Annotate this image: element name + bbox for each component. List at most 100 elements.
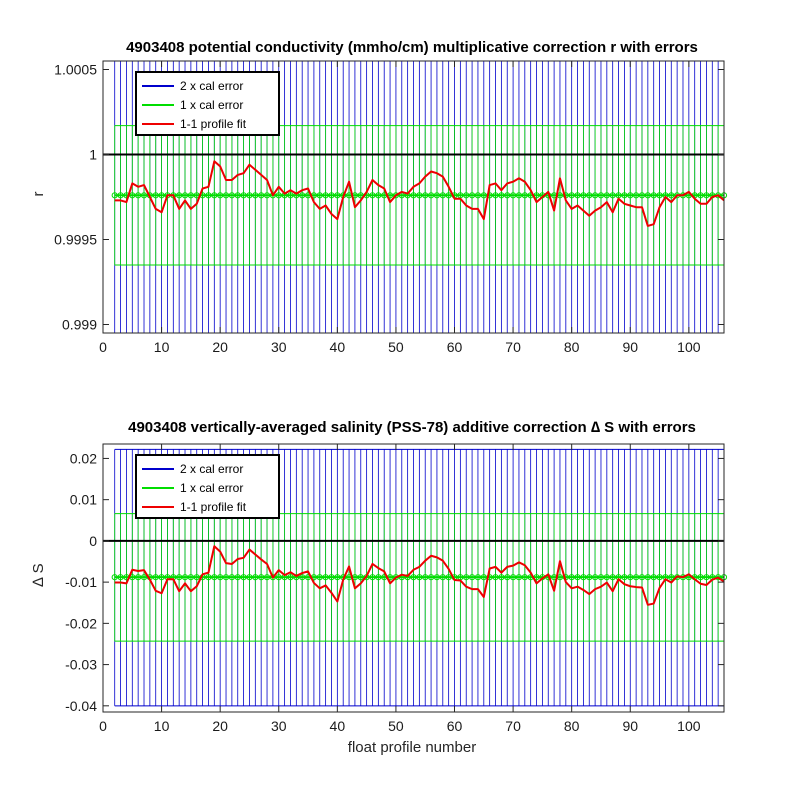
x-tick-label: 70 — [505, 339, 521, 355]
mean-marker — [621, 192, 628, 199]
legend-box — [135, 71, 280, 136]
mean-marker — [463, 192, 470, 199]
legend-label: 1-1 profile fit — [180, 500, 247, 514]
x-tick-label: 70 — [505, 718, 521, 734]
x-tick-label: 40 — [330, 718, 346, 734]
mean-marker — [480, 192, 487, 199]
mean-marker — [287, 192, 294, 199]
mean-marker — [422, 192, 429, 199]
mean-marker — [158, 192, 165, 199]
y-axis-label: ∆ S — [30, 563, 47, 586]
mean-marker — [152, 192, 159, 199]
mean-marker — [140, 192, 148, 199]
mean-marker — [498, 192, 505, 199]
mean-marker — [580, 574, 587, 581]
mean-marker — [427, 574, 435, 581]
mean-marker — [211, 192, 218, 199]
panel-title: 4903408 potential conductivity (mmho/cm)… — [126, 39, 698, 56]
mean-marker — [111, 192, 118, 199]
mean-marker — [509, 574, 517, 581]
y-tick-label: 1.0005 — [54, 62, 97, 78]
y-tick-label: -0.02 — [65, 615, 97, 631]
mean-marker — [111, 574, 118, 581]
mean-marker — [187, 574, 194, 581]
mean-marker — [568, 192, 575, 199]
mean-marker — [504, 192, 511, 199]
x-tick-label: 0 — [99, 339, 107, 355]
x-tick-label: 20 — [212, 718, 228, 734]
mean-marker — [521, 192, 528, 199]
profile-fit-line — [114, 160, 725, 227]
legend-label: 1 x cal error — [180, 98, 243, 112]
mean-marker — [252, 192, 259, 199]
mean-marker — [211, 574, 218, 581]
y-tick-label: 0.9995 — [54, 232, 97, 248]
mean-marker — [697, 192, 704, 199]
mean-marker — [627, 574, 634, 581]
mean-marker — [181, 192, 189, 199]
x-tick-label: 80 — [564, 339, 580, 355]
x-tick-label: 60 — [447, 718, 463, 734]
x-tick-label: 10 — [154, 339, 170, 355]
mean-marker — [597, 574, 605, 581]
mean-marker — [568, 574, 575, 581]
mean-marker — [322, 574, 329, 581]
mean-marker — [140, 574, 148, 581]
y-tick-label: 1 — [89, 147, 97, 163]
mean-marker — [586, 192, 593, 199]
mean-marker — [240, 192, 247, 199]
mean-marker — [668, 192, 675, 199]
mean-marker — [322, 192, 329, 199]
x-tick-label: 100 — [677, 339, 701, 355]
mean-marker — [228, 192, 235, 199]
x-tick-label: 50 — [388, 718, 404, 734]
mean-marker — [603, 574, 610, 581]
y-tick-label: 0.02 — [70, 450, 97, 466]
x-tick-label: 80 — [564, 718, 580, 734]
mean-marker — [176, 574, 183, 581]
mean-marker — [609, 192, 616, 199]
mean-marker — [638, 574, 646, 581]
mean-marker — [668, 574, 675, 581]
mean-marker — [633, 574, 640, 581]
mean-marker — [275, 574, 282, 581]
mean-marker — [228, 574, 235, 581]
mean-marker — [468, 192, 476, 199]
legend-label: 2 x cal error — [180, 79, 243, 93]
mean-marker — [328, 574, 335, 581]
y-tick-label: 0.01 — [70, 492, 97, 508]
mean-marker — [427, 192, 435, 199]
mean-marker — [158, 574, 165, 581]
legend-label: 1 x cal error — [180, 481, 243, 495]
mean-marker — [152, 574, 159, 581]
mean-marker — [586, 574, 593, 581]
x-tick-label: 90 — [622, 339, 638, 355]
mean-marker — [445, 192, 452, 199]
mean-marker — [181, 574, 189, 581]
mean-marker — [246, 574, 253, 581]
x-tick-label: 30 — [271, 718, 287, 734]
mean-marker — [468, 574, 476, 581]
y-axis-label: r — [30, 192, 47, 197]
x-axis-label: float profile number — [348, 739, 476, 756]
mean-marker — [392, 192, 400, 199]
mean-marker — [246, 192, 253, 199]
y-tick-label: -0.04 — [65, 698, 97, 714]
y-tick-label: 0.999 — [62, 317, 97, 333]
mean-marker — [656, 574, 663, 581]
mean-marker — [410, 192, 417, 199]
mean-marker — [650, 192, 657, 199]
salinity-correction-panel: 4903408 vertically-averaged salinity (PS… — [30, 419, 728, 756]
mean-marker — [474, 192, 482, 199]
conductivity-correction-panel: 4903408 potential conductivity (mmho/cm)… — [30, 39, 728, 355]
x-tick-label: 10 — [154, 718, 170, 734]
mean-marker — [592, 192, 599, 199]
mean-marker — [269, 574, 276, 581]
mean-marker — [187, 192, 194, 199]
mean-marker — [433, 192, 441, 199]
mean-marker — [609, 574, 616, 581]
mean-marker — [129, 192, 136, 199]
mean-marker — [217, 574, 224, 581]
mean-marker — [222, 574, 230, 581]
